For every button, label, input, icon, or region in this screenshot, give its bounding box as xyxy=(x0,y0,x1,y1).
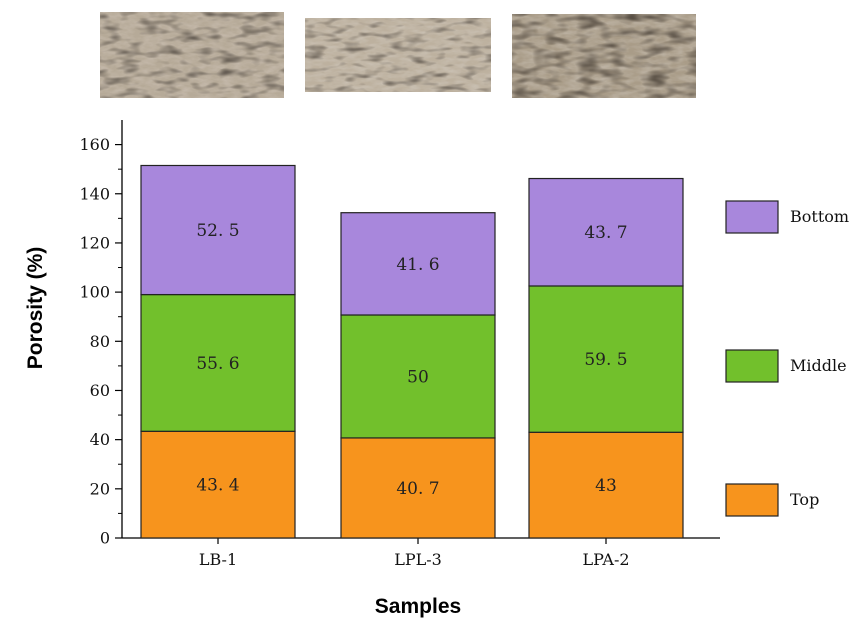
legend-label-middle: Middle xyxy=(790,356,847,375)
bar-lpa-2-bottom xyxy=(528,177,684,287)
y-tick-label: 0 xyxy=(100,529,110,548)
x-tick-label-lb-1: LB-1 xyxy=(199,550,237,569)
legend-label-top: Top xyxy=(790,490,819,509)
legend-swatch-bottom xyxy=(725,200,779,234)
data-label-lpl-3-middle: 50 xyxy=(407,367,429,387)
y-tick-label: 160 xyxy=(79,135,110,154)
bar-lpl-3-bottom xyxy=(340,212,496,316)
bar-lb-1-top xyxy=(140,430,296,539)
legend-swatch-top xyxy=(725,483,779,517)
bar-lpl-3-top xyxy=(340,437,496,539)
sample-photo-lpa-2 xyxy=(512,6,696,102)
legend-swatch-middle xyxy=(725,349,779,383)
legend: Bottom Middle Top xyxy=(725,200,849,517)
bar-lb-1-middle xyxy=(140,293,296,432)
bar-lpl-3-middle xyxy=(340,314,496,439)
x-tick-label-lpl-3: LPL-3 xyxy=(394,550,442,569)
y-tick-label: 40 xyxy=(90,430,110,449)
x-axis-title: Samples xyxy=(375,595,461,618)
bar-lpa-2-middle xyxy=(528,285,684,433)
legend-label-bottom: Bottom xyxy=(790,207,849,226)
sample-photo-lb-1 xyxy=(100,6,284,102)
data-label-lpl-3-top: 40. 7 xyxy=(396,479,439,499)
y-tick-label: 80 xyxy=(90,332,110,351)
y-tick-label: 100 xyxy=(79,283,110,302)
y-tick-label: 140 xyxy=(79,184,110,203)
data-label-lb-1-bottom: 52. 5 xyxy=(196,221,239,241)
data-label-lpa-2-bottom: 43. 7 xyxy=(584,223,627,243)
data-label-lpl-3-bottom: 41. 6 xyxy=(396,255,439,275)
y-axis-title: Porosity (%) xyxy=(24,247,47,370)
y-tick-label: 120 xyxy=(79,233,110,252)
y-tick-label: 20 xyxy=(90,479,110,498)
bar-lb-1-bottom xyxy=(140,164,296,296)
data-label-lpa-2-middle: 59. 5 xyxy=(584,350,627,370)
bar-lpa-2-top xyxy=(528,431,684,539)
data-label-lpa-2-top: 43 xyxy=(595,476,617,496)
x-tick-label-lpa-2: LPA-2 xyxy=(582,550,629,569)
data-label-lb-1-middle: 55. 6 xyxy=(196,354,239,374)
y-tick-label: 60 xyxy=(90,381,110,400)
data-label-lb-1-top: 43. 4 xyxy=(196,476,239,496)
bars: 43. 4 55. 6 52. 5 40. 7 50 41. 6 43 59. 5 43. 7 xyxy=(140,164,684,539)
sample-photo-lpl-3 xyxy=(305,6,491,102)
